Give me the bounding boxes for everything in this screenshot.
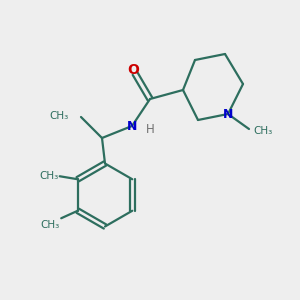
Text: N: N <box>223 107 233 121</box>
Text: N: N <box>127 119 137 133</box>
Text: CH₃: CH₃ <box>254 125 273 136</box>
Text: CH₃: CH₃ <box>40 220 60 230</box>
Text: CH₃: CH₃ <box>50 110 69 121</box>
Text: CH₃: CH₃ <box>39 171 58 181</box>
Text: O: O <box>128 63 140 77</box>
Text: H: H <box>146 123 154 136</box>
